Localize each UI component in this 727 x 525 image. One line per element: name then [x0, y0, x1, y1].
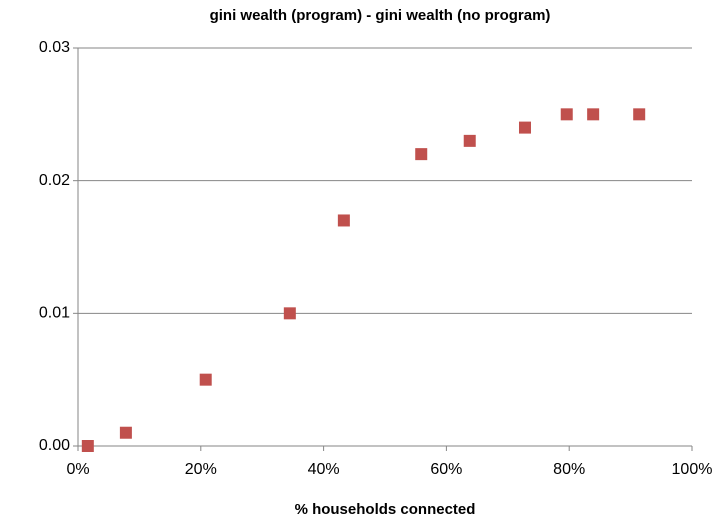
- marker: [415, 148, 428, 161]
- x-tick-label: 100%: [672, 461, 713, 478]
- marker: [283, 307, 296, 320]
- y-tick-label: 0.02: [39, 172, 70, 189]
- y-tick-label: 0.01: [39, 305, 70, 322]
- marker: [463, 134, 476, 147]
- x-axis-title: % households connected: [295, 501, 476, 518]
- y-tick-label: 0.00: [39, 437, 70, 454]
- x-tick-label: 60%: [430, 461, 462, 478]
- x-tick-label: 40%: [308, 461, 340, 478]
- marker: [633, 108, 646, 121]
- marker: [337, 214, 350, 227]
- marker: [587, 108, 600, 121]
- marker: [81, 440, 94, 452]
- x-tick-label: 20%: [185, 461, 217, 478]
- x-tick-label: 0%: [66, 461, 89, 478]
- chart-title: gini wealth (program) - gini wealth (no …: [210, 7, 551, 24]
- marker: [199, 373, 212, 386]
- marker: [560, 108, 573, 121]
- marker: [518, 121, 531, 134]
- y-tick-label: 0.03: [39, 39, 70, 56]
- x-tick-label: 80%: [553, 461, 585, 478]
- marker: [119, 426, 132, 439]
